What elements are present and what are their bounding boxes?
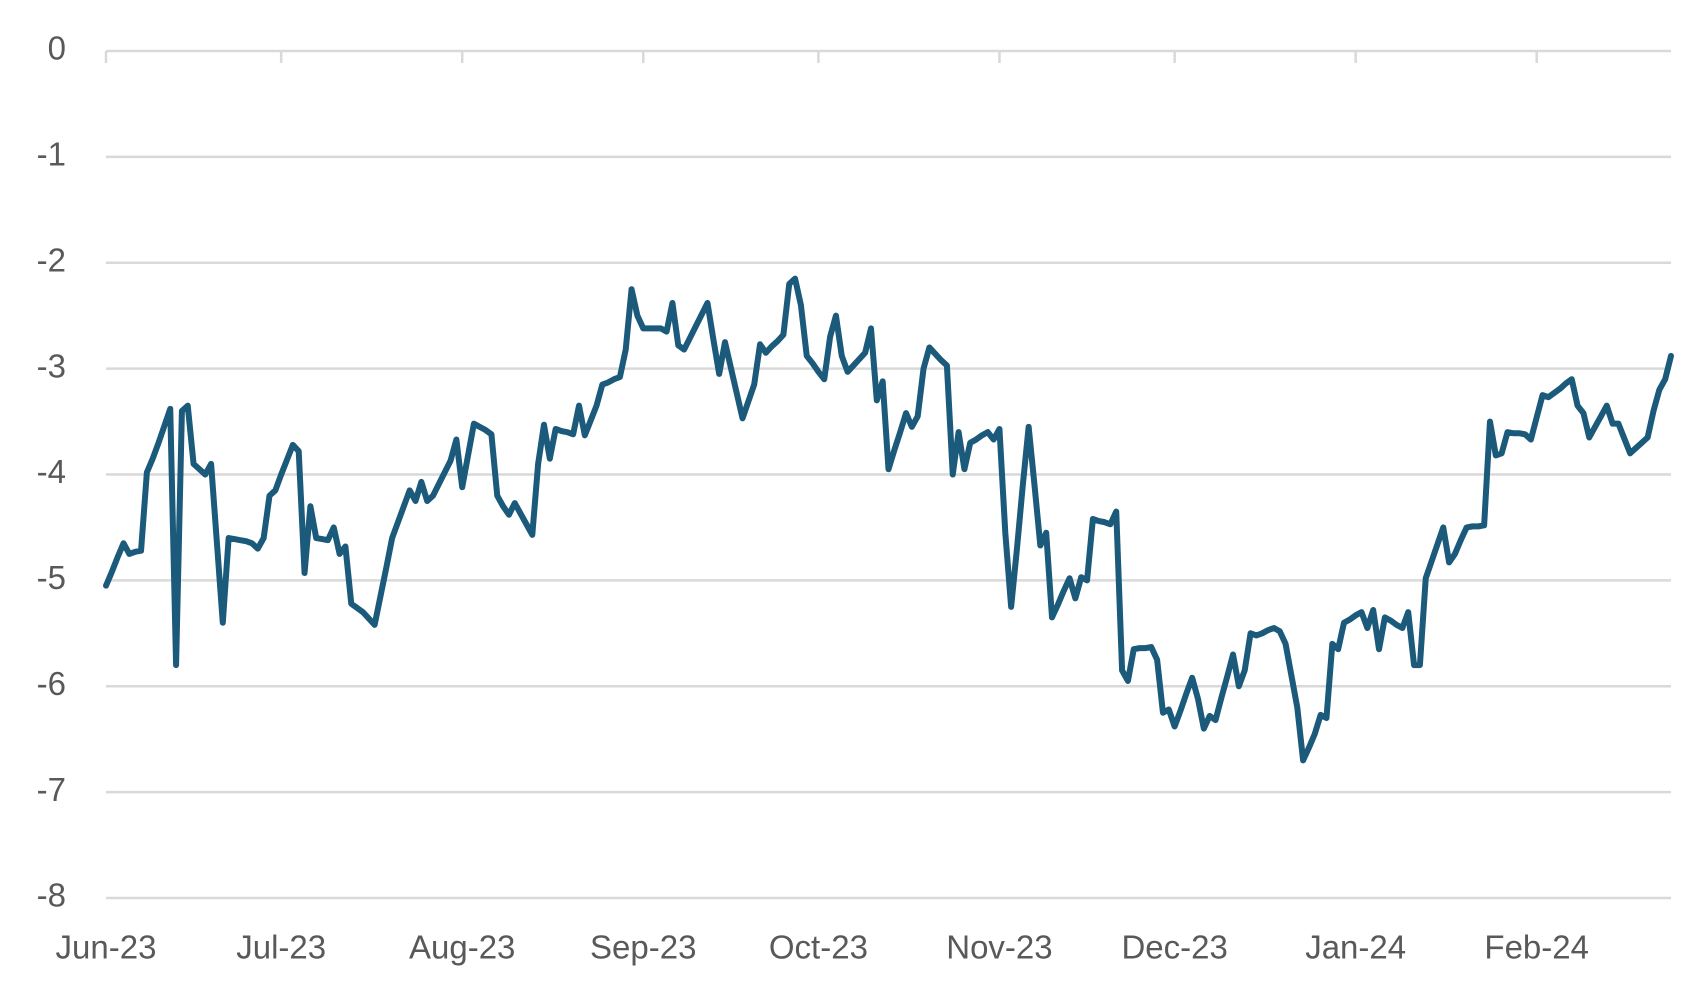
x-tick-label: Feb-24 <box>1484 929 1589 966</box>
y-tick-label: -2 <box>37 241 66 278</box>
y-tick-label: 0 <box>48 30 66 67</box>
x-tick-label: Jul-23 <box>236 929 326 966</box>
x-tick-label: Jun-23 <box>56 929 157 966</box>
y-tick-label: -5 <box>37 559 66 596</box>
x-tick-label: Dec-23 <box>1121 929 1227 966</box>
y-tick-label: -1 <box>37 136 66 173</box>
x-tick-label: Oct-23 <box>769 929 868 966</box>
x-tick-label: Nov-23 <box>946 929 1052 966</box>
y-tick-label: -8 <box>37 877 66 914</box>
x-tick-label: Aug-23 <box>409 929 515 966</box>
x-tick-label: Sep-23 <box>590 929 696 966</box>
x-tick-label: Jan-24 <box>1305 929 1406 966</box>
y-tick-label: -3 <box>37 347 66 384</box>
data-line <box>103 275 1674 764</box>
y-tick-label: -4 <box>37 453 66 490</box>
y-tick-label: -7 <box>37 771 66 808</box>
y-tick-label: -6 <box>37 665 66 702</box>
